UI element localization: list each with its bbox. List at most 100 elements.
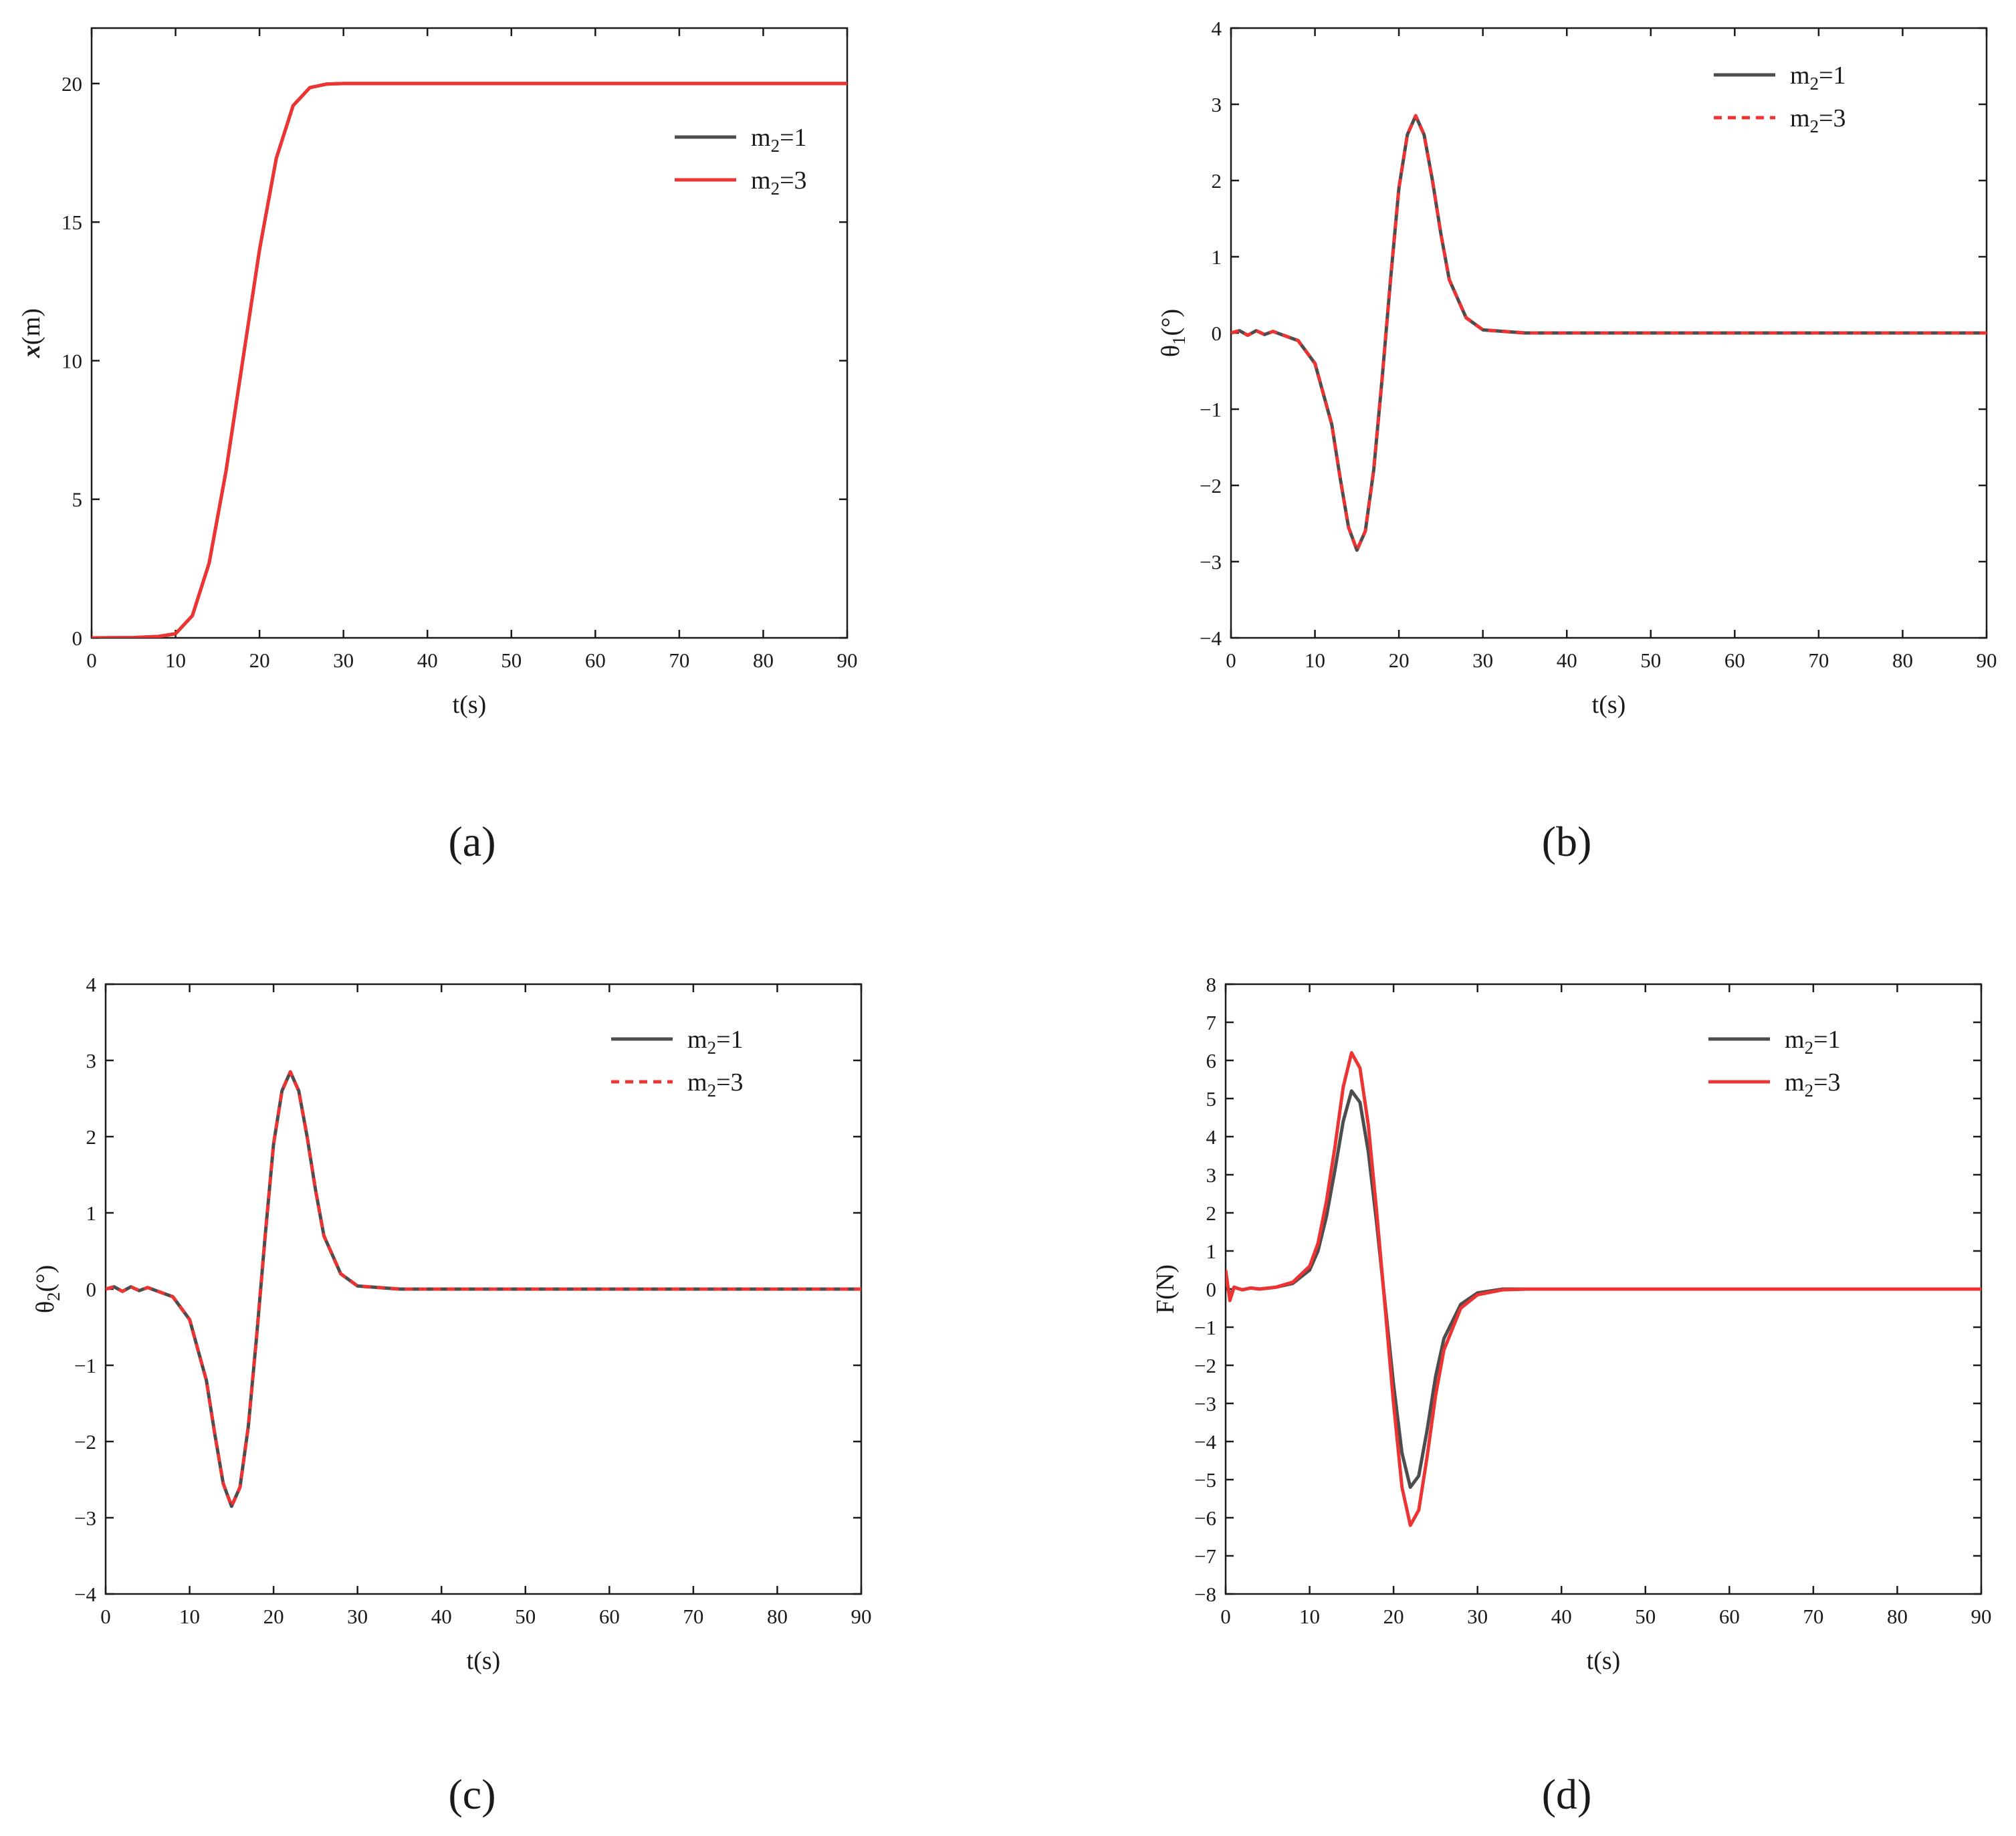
x-axis-title: t(s): [453, 691, 487, 719]
x-tick-label: 40: [1551, 1605, 1572, 1628]
x-tick-label: 10: [1305, 649, 1325, 672]
x-tick-label: 30: [1472, 649, 1493, 672]
x-tick-label: 60: [1719, 1605, 1740, 1628]
x-tick-label: 40: [431, 1605, 452, 1628]
x-tick-label: 40: [417, 649, 438, 672]
y-tick-label: −4: [1194, 1430, 1216, 1454]
series-group: [1231, 114, 1987, 552]
x-tick-label: 10: [165, 649, 186, 672]
x-tick-label: 30: [347, 1605, 368, 1628]
series-line-m2-1: [92, 82, 847, 638]
y-tick-label: −8: [1194, 1583, 1216, 1606]
x-tick-label: 20: [1383, 1605, 1404, 1628]
x-axis-title: t(s): [1592, 691, 1626, 719]
x-tick-label: 50: [1640, 649, 1661, 672]
legend-label: m2=3: [1785, 1068, 1841, 1101]
series-line-m2-3: [1231, 114, 1987, 552]
y-tick-label: 1: [86, 1201, 97, 1225]
x-tick-label: 50: [515, 1605, 536, 1628]
x-tick-label: 70: [1803, 1605, 1823, 1628]
x-tick-label: 30: [333, 649, 354, 672]
x-tick-label: 0: [86, 649, 97, 672]
panel-label-d: (d): [1542, 1770, 1592, 1818]
y-tick-label: 0: [72, 626, 83, 650]
series-line-m2-3: [106, 1070, 861, 1508]
y-tick-label: −3: [1200, 550, 1222, 574]
chart-1: 0 10 20 30 40 50 60 70 80 90 0 5 10 15 20 t(s) x(m) m2=1 m…: [17, 27, 858, 719]
x-tick-label: 10: [179, 1605, 200, 1628]
y-tick-label: 7: [1206, 1011, 1217, 1034]
series-line-m2-3: [1226, 1051, 1981, 1527]
legend-label: m2=3: [751, 166, 807, 199]
y-tick-label: −3: [74, 1506, 96, 1530]
legend-label: m2=1: [687, 1026, 744, 1058]
y-tick-label: −3: [1194, 1392, 1216, 1415]
y-tick-label: 5: [1206, 1087, 1217, 1111]
y-tick-label: 3: [86, 1049, 97, 1072]
x-tick-label: 90: [837, 649, 858, 672]
series-group: [92, 82, 847, 638]
x-tick-label: 0: [100, 1605, 111, 1628]
chart-2: 0 10 20 30 40 50 60 70 80 90 −4 −3 −2 −1 0 1 2 3 4 t(s) θ1(°…: [1157, 17, 1997, 719]
series-line-m2-3: [92, 82, 847, 638]
y-tick-label: 4: [86, 973, 97, 996]
y-axis-title: F(N): [1151, 1264, 1180, 1314]
y-tick-label: 4: [1212, 17, 1222, 40]
legend-label: m2=1: [1785, 1026, 1841, 1058]
y-axis-title: x(m): [17, 308, 45, 358]
x-tick-label: 60: [1724, 649, 1745, 672]
y-tick-label: −1: [1200, 398, 1222, 421]
panel-label-b: (b): [1542, 818, 1592, 865]
x-tick-label: 80: [1887, 1605, 1908, 1628]
x-tick-label: 0: [1226, 649, 1236, 672]
x-tick-label: 60: [599, 1605, 620, 1628]
chart-4: 0 10 20 30 40 50 60 70 80 90 −8 −7 −6 −5 −4 −3 −2 −1 0 1 2 3 4…: [1151, 973, 1992, 1675]
y-tick-label: 2: [1212, 169, 1222, 193]
y-tick-label: 20: [62, 72, 82, 96]
y-tick-label: 15: [62, 211, 82, 234]
y-tick-label: 6: [1206, 1049, 1217, 1072]
y-tick-label: 0: [86, 1278, 97, 1301]
x-tick-label: 20: [249, 649, 270, 672]
x-tick-label: 90: [1971, 1605, 1992, 1628]
x-axis-title: t(s): [1587, 1647, 1621, 1675]
x-tick-label: 0: [1220, 1605, 1231, 1628]
series-group: [106, 1070, 861, 1508]
y-tick-label: 3: [1212, 93, 1222, 116]
x-tick-label: 70: [1808, 649, 1829, 672]
y-tick-label: 5: [72, 488, 83, 511]
x-tick-label: 30: [1467, 1605, 1488, 1628]
legend-label: m2=3: [1790, 104, 1846, 136]
y-tick-label: −1: [1194, 1316, 1216, 1339]
y-tick-label: 4: [1206, 1125, 1217, 1149]
x-tick-label: 50: [501, 649, 522, 672]
y-tick-label: −5: [1194, 1468, 1216, 1492]
legend-label: m2=3: [687, 1068, 744, 1101]
panel-label-c: (c): [448, 1770, 495, 1818]
x-tick-label: 80: [767, 1605, 788, 1628]
x-tick-label: 90: [1977, 649, 1997, 672]
y-tick-label: −7: [1194, 1544, 1216, 1568]
y-tick-label: 0: [1212, 322, 1222, 345]
x-tick-label: 80: [1892, 649, 1913, 672]
y-tick-label: −2: [1200, 474, 1222, 497]
legend-label: m2=1: [751, 124, 807, 156]
y-tick-label: −2: [74, 1430, 96, 1454]
chart-3: 0 10 20 30 40 50 60 70 80 90 −4 −3 −2 −1 0 1 2 3 4 t(s) θ2(°…: [31, 973, 872, 1675]
y-tick-label: 2: [86, 1125, 97, 1149]
x-tick-label: 20: [263, 1605, 284, 1628]
y-axis-title: θ1(°): [1157, 309, 1189, 357]
x-tick-label: 70: [683, 1605, 703, 1628]
x-tick-label: 70: [669, 649, 689, 672]
y-tick-label: 1: [1206, 1240, 1217, 1263]
x-tick-label: 50: [1635, 1605, 1656, 1628]
y-tick-label: 2: [1206, 1201, 1217, 1225]
y-tick-label: 3: [1206, 1163, 1217, 1187]
y-tick-label: 8: [1206, 973, 1217, 996]
x-tick-label: 90: [851, 1605, 872, 1628]
y-tick-label: −1: [74, 1354, 96, 1377]
y-tick-label: −6: [1194, 1506, 1216, 1530]
legend-label: m2=1: [1790, 62, 1846, 94]
series-group: [1226, 1051, 1981, 1527]
